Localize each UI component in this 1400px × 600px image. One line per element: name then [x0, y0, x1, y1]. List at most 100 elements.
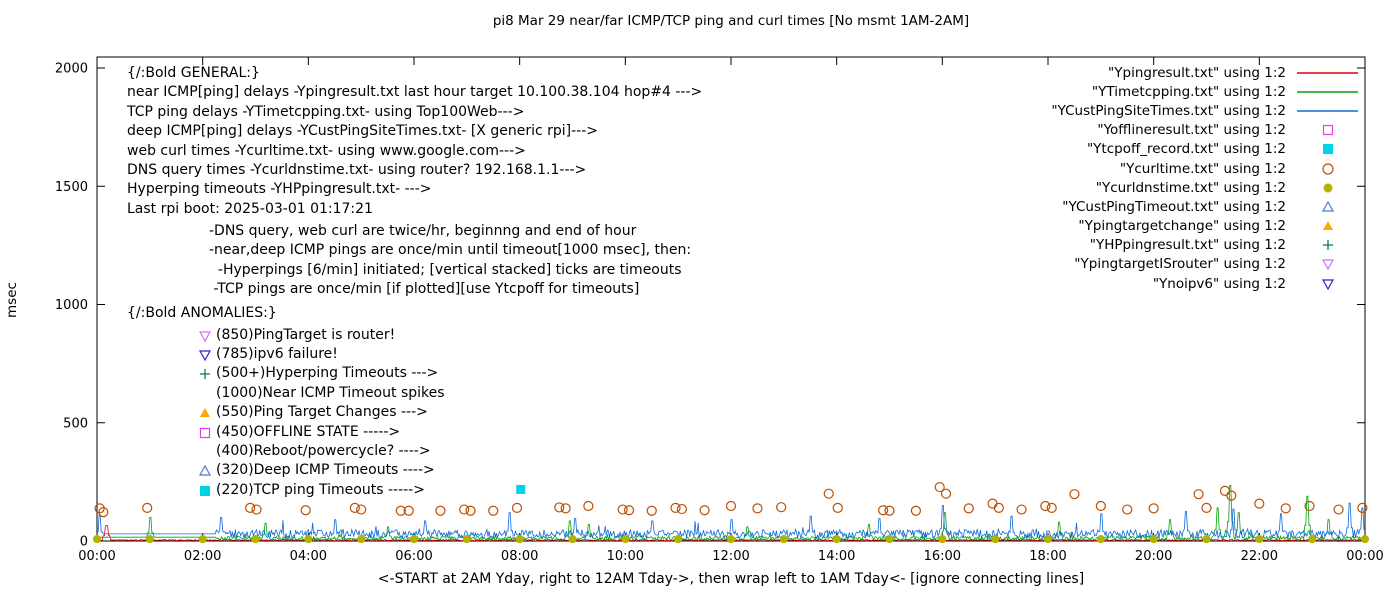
legend-entry: "Ycurldnstime.txt" using 1:2 [1051, 178, 1362, 197]
x-tick-label: 14:00 [818, 549, 855, 564]
annotation-note-line: -near,deep ICMP pings are once/min until… [209, 242, 692, 259]
y-tick-label: 0 [80, 535, 88, 550]
x-tick-label: 10:00 [607, 549, 644, 564]
anomaly-square-open-icon [199, 427, 211, 438]
x-axis-label: <-START at 2AM Yday, right to 12AM Tday-… [377, 571, 1085, 587]
anomaly-item: (500+)Hyperping Timeouts ---> [197, 364, 445, 383]
x-tick-label: 20:00 [1135, 549, 1172, 564]
legend-line-sample-icon [1297, 91, 1358, 93]
legend-entry: "Ypingresult.txt" using 1:2 [1051, 63, 1362, 82]
legend-tri-down-open-icon [1321, 279, 1335, 290]
legend-entry: "YpingtargetISrouter" using 1:2 [1051, 255, 1362, 274]
legend-label: "YCustPingSiteTimes.txt" using 1:2 [1051, 102, 1286, 119]
annotation-line: Last rpi boot: 2025-03-01 01:17:21 [127, 200, 373, 217]
legend-square-filled-icon [1323, 144, 1333, 155]
measurement-notes: -DNS query, web curl are twice/hr, begin… [209, 222, 691, 300]
annotation-line: {/:Bold GENERAL:} [127, 65, 260, 81]
annotation-line: DNS query times -Ycurldnstime.txt- using… [127, 162, 587, 179]
x-tick-label: 04:00 [290, 549, 327, 564]
scatter-Ycurldnstime.txt [92, 535, 1370, 544]
annotation-note-line: -Hyperpings [6/min] initiated; [vertical… [209, 261, 682, 278]
anomaly-item: (220)TCP ping Timeouts -----> [197, 480, 445, 499]
legend-line-sample-icon [1297, 71, 1358, 74]
anomaly-label: (400)Reboot/powercycle? ----> [216, 443, 431, 460]
annotation-line: deep ICMP[ping] delays -YCustPingSiteTim… [127, 123, 598, 140]
chart-title: pi8 Mar 29 near/far ICMP/TCP ping and cu… [492, 13, 970, 29]
anomaly-label: (785)ipv6 failure! [216, 346, 338, 363]
annotation-line: near ICMP[ping] delays -Ypingresult.txt … [127, 84, 703, 101]
anomaly-tri-down-open-icon [198, 331, 212, 342]
y-tick-label: 1500 [55, 180, 88, 195]
legend-tri-down-open-icon [1321, 259, 1335, 271]
legend-entry: "Ynoipv6" using 1:2 [1051, 274, 1362, 293]
legend-entry: "YHPpingresult.txt" using 1:2 [1051, 236, 1362, 255]
annotation-line: Hyperping timeouts -YHPpingresult.txt- -… [127, 181, 432, 198]
series-YCustPingSiteTimes.txt [97, 502, 1365, 540]
x-tick-label: 12:00 [712, 549, 749, 564]
anomaly-label: (1000)Near ICMP Timeout spikes [216, 384, 445, 401]
legend-label: "YTimetcpping.txt" using 1:2 [1091, 83, 1286, 100]
legend-tri-up-filled-icon [1323, 221, 1333, 231]
anomaly-item: (850)PingTarget is router! [197, 325, 445, 344]
anomalies-list: (850)PingTarget is router! (785)ipv6 fail… [197, 325, 445, 500]
legend-label: "Ypingresult.txt" using 1:2 [1108, 64, 1286, 81]
legend-label: "Ynoipv6" using 1:2 [1152, 275, 1286, 292]
x-tick-label: 06:00 [395, 549, 432, 564]
legend-circle-open-icon [1322, 162, 1334, 175]
legend-entry: "Ypingtargetchange" using 1:2 [1051, 217, 1362, 236]
x-tick-label: 18:00 [1029, 549, 1066, 564]
x-tick-label: 08:00 [501, 549, 538, 564]
anomaly-label: (550)Ping Target Changes ---> [216, 404, 428, 421]
legend-entry: "YCustPingTimeout.txt" using 1:2 [1051, 197, 1362, 216]
anomaly-tri-up-filled-icon [200, 408, 210, 418]
anomaly-label: (500+)Hyperping Timeouts ---> [216, 365, 439, 382]
scatter-Ycurltime.txt [94, 481, 1368, 518]
y-tick-label: 1000 [55, 298, 88, 313]
anomaly-plus-icon [200, 369, 210, 380]
scatter-Ytcpoff_record.txt [516, 484, 526, 494]
annotation-note-line: -TCP pings are once/min [if plotted][use… [209, 281, 640, 298]
legend-label: "Ycurltime.txt" using 1:2 [1119, 160, 1286, 177]
anomaly-marker-spacer [197, 385, 213, 401]
anomaly-item: (450)OFFLINE STATE -----> [197, 422, 445, 441]
legend-label: "YpingtargetISrouter" using 1:2 [1074, 256, 1286, 273]
anomaly-square-filled-icon [200, 485, 210, 496]
legend-circle-filled-icon [1323, 183, 1333, 193]
annotation-note-line: -DNS query, web curl are twice/hr, begin… [209, 223, 637, 239]
legend-entry: "Ycurltime.txt" using 1:2 [1051, 159, 1362, 178]
legend-entry: "Ytcpoff_record.txt" using 1:2 [1051, 140, 1362, 159]
anomaly-label: (850)PingTarget is router! [216, 326, 396, 343]
anomaly-tri-down-open-icon [198, 350, 212, 362]
legend-line-sample-icon [1297, 110, 1358, 112]
anomalies-header: {/:Bold ANOMALIES:} [127, 305, 277, 321]
x-tick-label: 00:00 [78, 549, 115, 564]
anomaly-item: (320)Deep ICMP Timeouts ----> [197, 461, 445, 480]
anomaly-tri-up-open-icon [198, 465, 212, 477]
general-annotations: {/:Bold GENERAL:} near ICMP[ping] delays … [127, 64, 702, 219]
legend: "Ypingresult.txt" using 1:2 "YTimetcpping… [1051, 63, 1362, 293]
x-tick-label: 22:00 [1241, 549, 1278, 564]
anomaly-label: (450)OFFLINE STATE -----> [216, 423, 401, 440]
anomaly-item: (785)ipv6 failure! [197, 344, 445, 363]
legend-tri-up-open-icon [1321, 200, 1335, 212]
legend-square-open-icon [1322, 125, 1334, 136]
legend-label: "Ycurldnstime.txt" using 1:2 [1095, 179, 1286, 196]
anomaly-item: (1000)Near ICMP Timeout spikes [197, 383, 445, 402]
legend-label: "YCustPingTimeout.txt" using 1:2 [1062, 198, 1286, 215]
y-tick-label: 2000 [55, 62, 88, 77]
legend-entry: "YCustPingSiteTimes.txt" using 1:2 [1051, 101, 1362, 120]
anomaly-item: (550)Ping Target Changes ---> [197, 403, 445, 422]
x-tick-label: 02:00 [184, 549, 221, 564]
legend-entry: "Yofflineresult.txt" using 1:2 [1051, 121, 1362, 140]
anomaly-label: (320)Deep ICMP Timeouts ----> [216, 462, 435, 479]
legend-label: "Ytcpoff_record.txt" using 1:2 [1086, 141, 1286, 158]
legend-label: "YHPpingresult.txt" using 1:2 [1089, 237, 1286, 254]
legend-label: "Ypingtargetchange" using 1:2 [1078, 218, 1286, 235]
legend-entry: "YTimetcpping.txt" using 1:2 [1051, 82, 1362, 101]
x-tick-label: 16:00 [924, 549, 961, 564]
y-tick-label: 500 [63, 416, 88, 431]
annotation-line: web curl times -Ycurltime.txt- using www… [127, 142, 526, 159]
anomaly-label: (220)TCP ping Timeouts -----> [216, 481, 425, 498]
legend-plus-icon [1323, 240, 1333, 251]
